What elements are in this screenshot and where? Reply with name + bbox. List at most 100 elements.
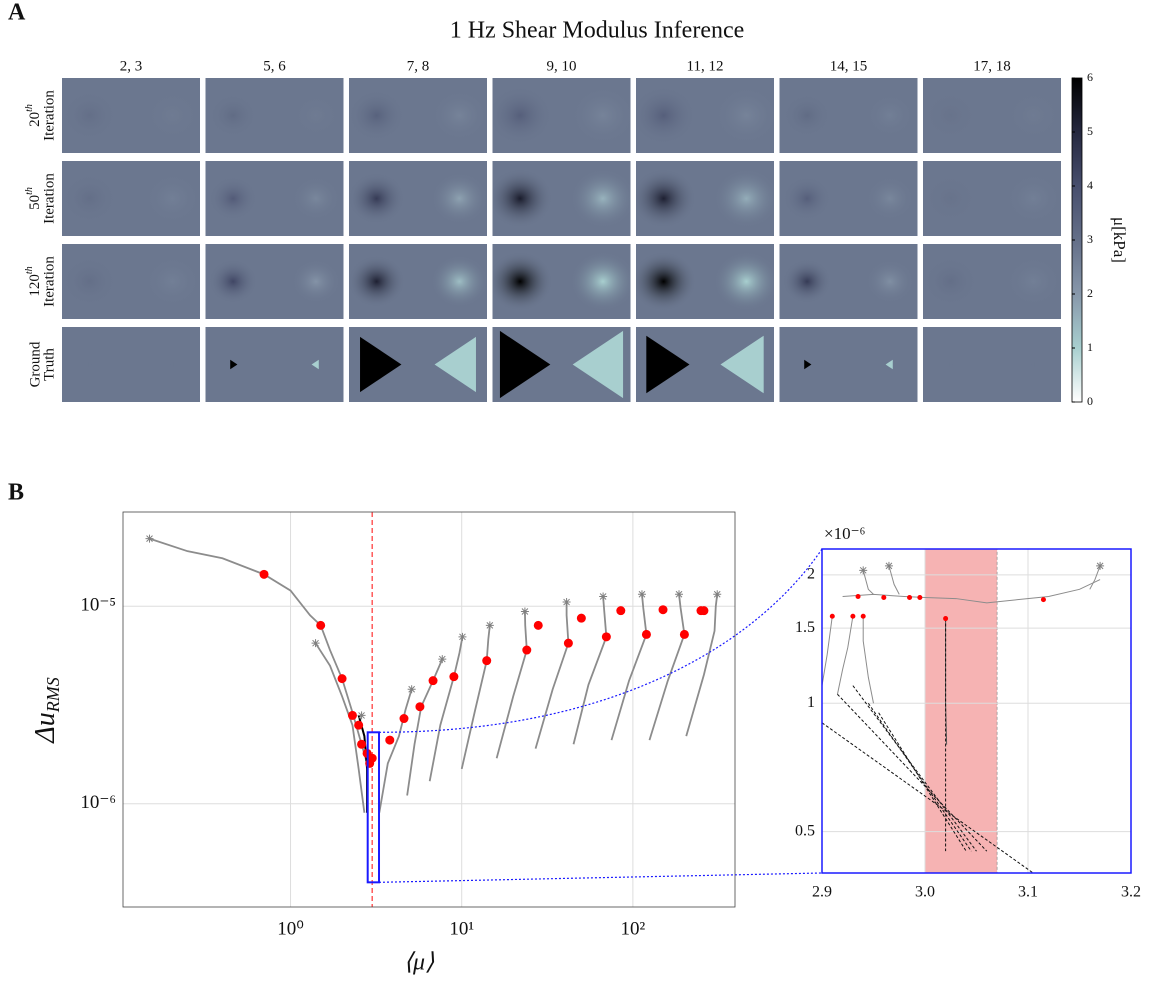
plot-area [123,512,735,907]
blob [865,176,915,221]
row-label: Ground [27,341,43,387]
blob [923,89,980,142]
marker [347,710,357,720]
marker [533,620,543,630]
blob [1004,172,1061,225]
row-label: Truth [41,348,57,381]
inclusion [949,362,953,367]
blob [143,172,200,225]
heatmap-panel [492,244,631,319]
inclusion [360,336,402,393]
blob [291,176,341,221]
blob [492,251,554,312]
start-marker [311,639,320,648]
x-tick-label: 2.9 [812,884,832,901]
panel-background [779,327,918,402]
blob [291,93,341,138]
heatmap-panel [205,327,344,402]
dashed-line [837,693,988,852]
row-label-suffix: th [24,266,35,274]
row-label: 50th [24,187,43,210]
axis-multiplier: ×10⁻⁶ [824,524,866,543]
marker [259,569,269,579]
y-axis-label-main: Δu [30,712,61,743]
x-axis-label: ⟨μ⟩ [404,950,435,976]
panel-background [62,327,200,402]
inclusion [804,359,812,370]
marker [428,676,438,686]
heatmap-panel [205,78,344,153]
inclusion [885,359,893,370]
heatmap-panel [349,161,487,236]
blob [208,176,258,221]
blob [923,255,980,308]
colorbar-tick-label: 2 [1087,286,1093,300]
heatmap-panel [492,161,631,236]
x-tick-label: 3.1 [1018,884,1038,901]
inclusion [434,336,476,393]
blob [782,176,832,221]
column-label: 5, 6 [263,58,286,74]
start-marker [562,598,571,607]
marker [522,645,532,655]
heatmap-panel [205,161,344,236]
plot-frame [821,548,1132,874]
y-tick-label: 0.5 [795,822,815,839]
marker [576,613,586,623]
blob [636,251,697,312]
start-marker [145,534,154,543]
blob [349,172,406,225]
marker [316,620,326,630]
marker [449,672,459,682]
heatmap-panel [636,78,774,153]
colorbar-tick-label: 4 [1087,178,1093,192]
marker [482,656,492,666]
series-line [862,616,874,704]
marker [357,739,367,749]
column-label: 17, 18 [973,58,1011,74]
plot-marks [822,561,1105,873]
inclusion [311,359,319,370]
blob [1004,255,1061,308]
start-marker [520,607,529,616]
heatmap-panel [636,161,774,236]
series-line [862,570,874,595]
start-marker [1096,561,1105,570]
heatmap-panel [636,327,774,402]
blob [430,255,487,308]
row-label-number: 50 [27,195,43,210]
series-line [888,565,900,595]
marker [881,595,887,601]
blob [291,259,341,304]
colorbar-tick-label: 0 [1087,394,1093,408]
blob [713,251,774,312]
row-label: Iteration [41,256,57,307]
blob [569,85,631,146]
marker [385,735,395,745]
dashed-line [878,712,967,852]
column-label: 7, 8 [407,58,430,74]
x-tick-label: 3.2 [1121,884,1141,901]
marker [354,720,364,730]
y-tick-label: 2 [807,566,815,583]
x-tick-label: 10¹ [449,918,474,939]
colorbar-tick-label: 1 [1087,340,1093,354]
series-line [945,618,948,745]
blob [62,172,119,225]
dashed-line [852,685,977,852]
start-marker [637,590,646,599]
row-label: Iteration [41,173,57,224]
start-marker [438,655,447,664]
zoom-box [366,731,381,884]
blob [492,168,554,229]
row-label: 20th [24,104,43,127]
blob [492,85,554,146]
marker [699,606,709,616]
heatmap-panel [923,78,1061,153]
marker [943,616,949,622]
inclusion [572,330,624,399]
blob [430,89,487,142]
x-tick-label: 10² [621,918,646,939]
blob [62,255,119,308]
